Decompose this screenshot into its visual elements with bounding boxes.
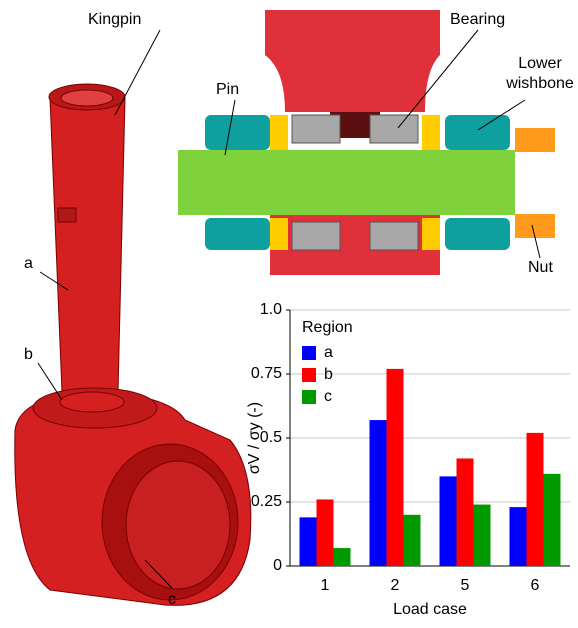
- bar: [404, 515, 421, 566]
- legend-label: b: [324, 366, 333, 383]
- y-tick-label: 0.25: [251, 493, 282, 510]
- bar: [544, 474, 561, 566]
- legend-swatch: [302, 368, 316, 382]
- bar: [317, 499, 334, 566]
- bar: [370, 420, 387, 566]
- y-tick-label: 1.0: [260, 301, 282, 318]
- bar: [440, 476, 457, 566]
- x-tick-label: 2: [391, 577, 400, 594]
- y-tick-label: 0: [273, 557, 282, 574]
- legend-title: Region: [302, 319, 353, 336]
- x-axis-label: Load case: [393, 601, 467, 618]
- bar: [300, 517, 317, 566]
- x-tick-label: 6: [531, 577, 540, 594]
- bar: [510, 507, 527, 566]
- y-tick-label: 0.75: [251, 365, 282, 382]
- bar: [474, 505, 491, 566]
- x-tick-label: 5: [461, 577, 470, 594]
- legend-swatch: [302, 390, 316, 404]
- bar: [387, 369, 404, 566]
- legend-swatch: [302, 346, 316, 360]
- legend-label: a: [324, 344, 333, 361]
- y-axis-label: σV / σy (-): [246, 402, 263, 474]
- bar: [527, 433, 544, 566]
- chart: 00.250.50.751.0σV / σy (-)Load case1256R…: [0, 0, 578, 628]
- legend-label: c: [324, 388, 332, 405]
- bar: [334, 548, 351, 566]
- bar: [457, 458, 474, 566]
- figure: Kingpin Bearing Lower wishbone Pin Nut a…: [0, 0, 578, 628]
- x-tick-label: 1: [321, 577, 330, 594]
